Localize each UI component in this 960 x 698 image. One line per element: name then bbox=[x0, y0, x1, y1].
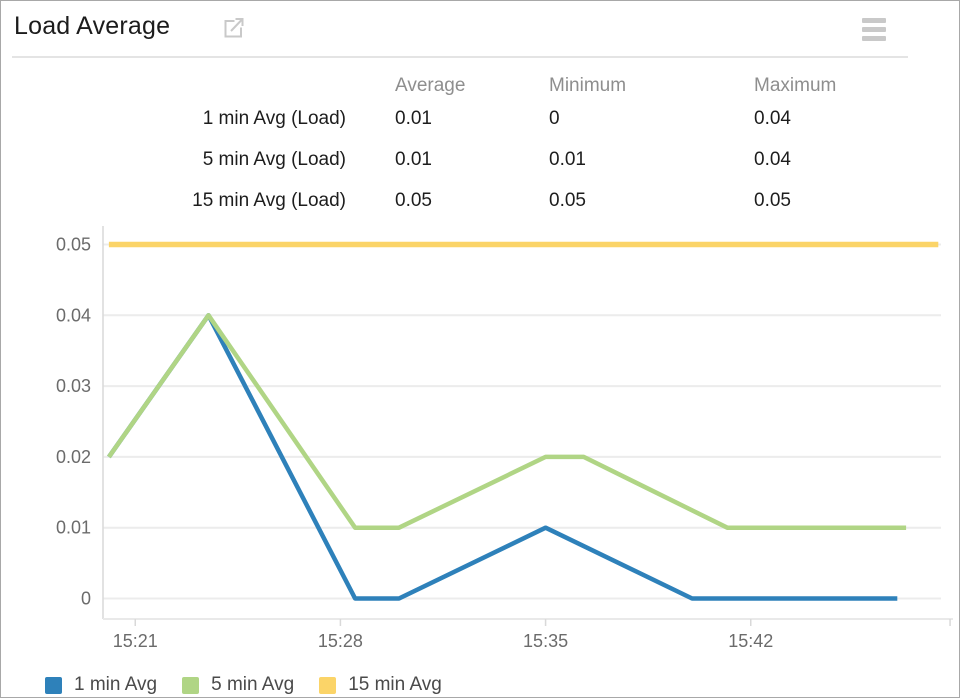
y-tick-label: 0.05 bbox=[56, 235, 91, 255]
stat-value-average: 0.05 bbox=[395, 189, 432, 211]
x-tick-label: 15:35 bbox=[523, 631, 568, 651]
row-label: 1 min Avg (Load) bbox=[202, 107, 346, 129]
chart-legend: 1 min Avg 5 min Avg 15 min Avg bbox=[45, 674, 442, 696]
legend-item-15-min-avg[interactable]: 15 min Avg bbox=[319, 674, 442, 696]
row-label: 5 min Avg (Load) bbox=[202, 148, 346, 170]
hamburger-bar bbox=[862, 27, 886, 32]
stat-value-maximum: 0.04 bbox=[754, 107, 791, 129]
legend-item-5-min-avg[interactable]: 5 min Avg bbox=[182, 674, 294, 696]
stat-value-maximum: 0.04 bbox=[754, 148, 791, 170]
y-tick-label: 0.04 bbox=[56, 305, 91, 325]
legend-label: 15 min Avg bbox=[348, 674, 442, 695]
y-tick-label: 0.01 bbox=[56, 518, 91, 538]
y-tick-label: 0.02 bbox=[56, 447, 91, 467]
legend-swatch bbox=[45, 676, 62, 694]
y-tick-label: 0.03 bbox=[56, 376, 91, 396]
x-tick-label: 15:42 bbox=[728, 631, 773, 651]
series-line-5-min-avg bbox=[107, 313, 907, 530]
legend-label: 1 min Avg bbox=[74, 674, 158, 695]
stat-value-minimum: 0.05 bbox=[549, 189, 586, 211]
page-title: Load Average bbox=[14, 12, 171, 40]
hamburger-bar bbox=[862, 18, 886, 23]
hamburger-menu-icon[interactable] bbox=[862, 18, 886, 41]
widget-header: Load Average bbox=[1, 1, 959, 58]
hamburger-bar bbox=[862, 36, 886, 41]
stat-value-average: 0.01 bbox=[395, 107, 432, 129]
x-tick-label: 15:28 bbox=[318, 631, 363, 651]
external-link-icon[interactable] bbox=[221, 16, 245, 40]
legend-swatch bbox=[182, 676, 200, 694]
legend-label: 5 min Avg bbox=[211, 674, 295, 695]
row-label: 15 min Avg (Load) bbox=[192, 189, 346, 211]
column-header: Maximum bbox=[754, 74, 837, 96]
header-divider bbox=[12, 56, 908, 58]
stat-value-average: 0.01 bbox=[395, 148, 432, 170]
x-tick-label: 15:21 bbox=[113, 631, 158, 651]
legend-item-1-min-avg[interactable]: 1 min Avg bbox=[45, 674, 157, 696]
stat-value-maximum: 0.05 bbox=[754, 189, 791, 211]
stat-value-minimum: 0.01 bbox=[549, 148, 586, 170]
stat-value-minimum: 0 bbox=[549, 107, 560, 129]
column-header: Minimum bbox=[549, 74, 627, 96]
y-tick-label: 0 bbox=[81, 589, 91, 609]
legend-swatch bbox=[319, 676, 337, 694]
stats-table: Average Minimum Maximum 1 min Avg (Load) 0.0… bbox=[1, 73, 921, 221]
column-header: Average bbox=[395, 74, 466, 96]
